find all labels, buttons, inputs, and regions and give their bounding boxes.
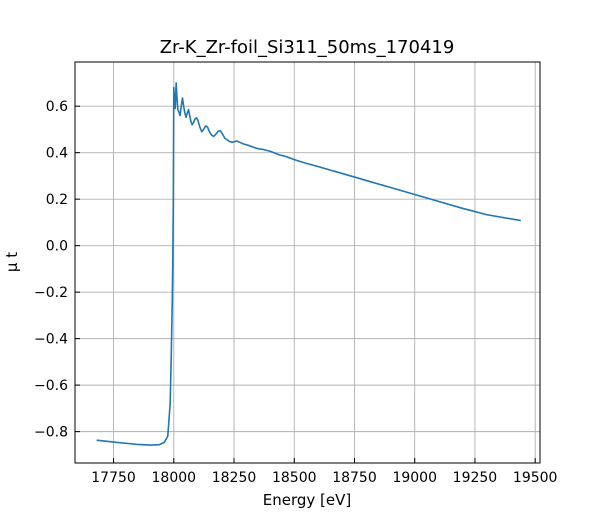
x-tick-label: 17750: [91, 470, 136, 486]
y-tick-label: −0.4: [34, 332, 68, 348]
y-axis-label: μ t: [3, 252, 21, 272]
y-tick-label: 0.6: [46, 99, 68, 115]
x-tick-label: 18250: [212, 470, 257, 486]
x-tick-label: 19500: [513, 470, 558, 486]
chart-title: Zr-K_Zr-foil_Si311_50ms_170419: [160, 37, 455, 58]
plot-area-border: [74, 61, 541, 464]
y-tick-label: 0.4: [46, 146, 68, 162]
x-axis-label: Energy [eV]: [263, 491, 351, 509]
y-tick-label: −0.6: [34, 378, 68, 394]
series-layer: [96, 82, 521, 446]
x-tick-label: 19000: [392, 470, 437, 486]
x-tick-label: 18000: [152, 470, 197, 486]
series-line-0: [96, 82, 521, 446]
y-tick-label: 0.0: [46, 239, 68, 255]
plot-frame: [74, 61, 541, 464]
y-tick-label: 0.2: [46, 192, 68, 208]
y-tick-label: −0.8: [34, 425, 68, 441]
x-tick-label: 18750: [332, 470, 377, 486]
y-tick-label: −0.2: [34, 285, 68, 301]
x-tick-label: 19250: [453, 470, 498, 486]
x-tick-label: 18500: [272, 470, 317, 486]
ticks: 17750 18000 18250 18500 18750 19000 19250 19500…: [34, 99, 557, 486]
grid: [75, 62, 540, 463]
